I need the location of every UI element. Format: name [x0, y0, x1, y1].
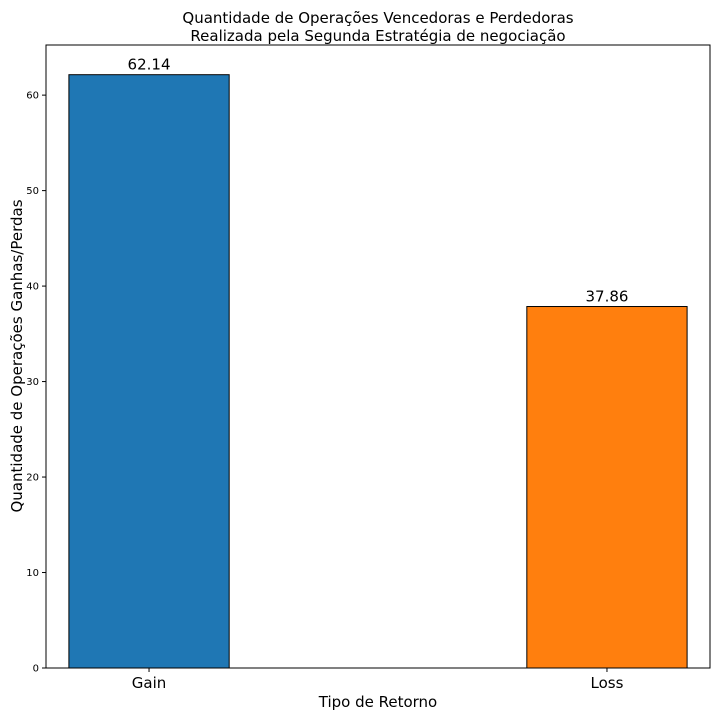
chart-title-line-1: Quantidade de Operações Vencedoras e Per… — [182, 9, 573, 27]
bar-gain — [68, 74, 230, 669]
x-tick-label-loss: Loss — [591, 674, 624, 692]
y-tick-label: 40 — [26, 282, 39, 293]
x-tick-label-gain: Gain — [132, 674, 167, 692]
bar-loss — [526, 306, 688, 669]
data-label-gain: 62.14 — [128, 56, 171, 74]
y-tick-label: 10 — [26, 568, 39, 579]
y-tick-label: 0 — [33, 664, 39, 675]
y-tick-label: 50 — [26, 186, 39, 197]
y-tick-label: 60 — [26, 91, 39, 102]
chart-title-line-2: Realizada pela Segunda Estratégia de neg… — [190, 27, 565, 45]
data-label-loss: 37.86 — [585, 288, 628, 306]
y-axis-label: Quantidade de Operações Ganhas/Perdas — [8, 199, 26, 512]
plot-frame — [45, 44, 711, 669]
bars-group: 62.14 37.86 — [68, 56, 688, 669]
x-axis-ticks: Gain Loss — [132, 668, 624, 692]
y-axis-ticks: 0 10 20 30 40 50 60 — [26, 91, 46, 675]
y-tick-label: 30 — [26, 377, 39, 388]
y-tick-label: 20 — [26, 473, 39, 484]
x-axis-label: Tipo de Retorno — [318, 693, 437, 711]
